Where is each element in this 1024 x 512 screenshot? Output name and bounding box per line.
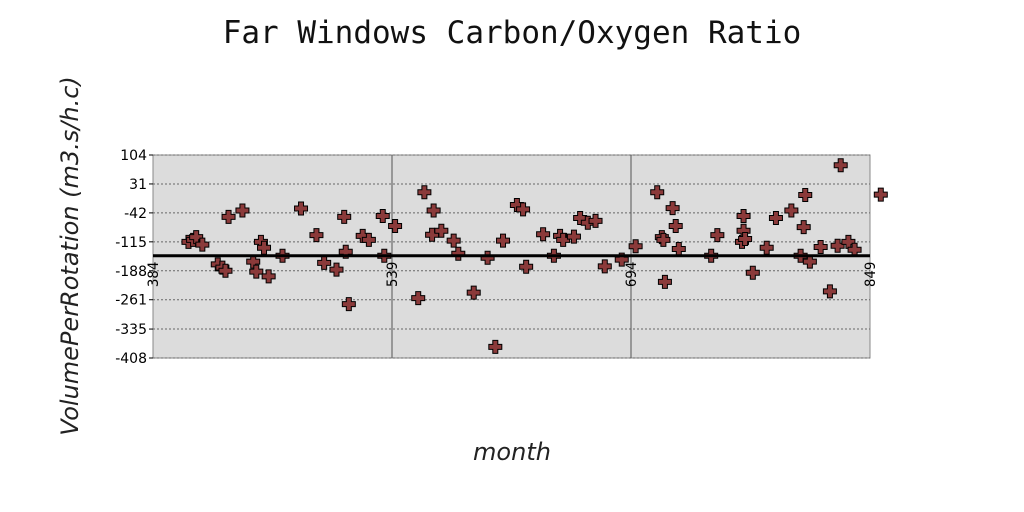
x-tick-label: 694 (624, 262, 640, 287)
chart-title: Far Windows Carbon/Oxygen Ratio (223, 15, 802, 51)
data-points (181, 158, 888, 354)
data-point (710, 228, 725, 243)
y-tick-label: 104 (120, 148, 147, 164)
x-tick-label: 849 (863, 262, 879, 287)
data-point (451, 246, 466, 261)
data-point (221, 209, 236, 224)
data-point (802, 254, 817, 269)
data-point (798, 188, 813, 203)
data-point (195, 237, 210, 252)
data-point (496, 233, 511, 248)
data-point (466, 285, 481, 300)
data-point (341, 297, 356, 312)
data-point (329, 262, 344, 277)
data-point (434, 223, 449, 238)
data-point (249, 264, 264, 279)
data-point (556, 232, 571, 247)
data-point (488, 339, 503, 354)
data-point (628, 239, 643, 254)
x-tick-label: 384 (146, 262, 162, 287)
data-point (261, 269, 276, 284)
data-point (822, 284, 837, 299)
y-tick-label: -42 (124, 206, 147, 222)
data-point (873, 187, 888, 202)
data-point (668, 218, 683, 233)
data-point (516, 202, 531, 217)
data-point (597, 259, 612, 274)
data-point (830, 238, 845, 253)
data-point (519, 259, 534, 274)
data-point (235, 203, 250, 218)
y-tick-label: -188 (115, 264, 147, 280)
data-point (784, 203, 799, 218)
data-point (813, 239, 828, 254)
data-point (411, 291, 426, 306)
data-point (375, 209, 390, 224)
x-axis-label: month (473, 438, 551, 466)
y-axis-label: VolumePerRotation (m3.s/h.c) (56, 76, 84, 436)
x-axis-ticks: 384 539 694 849 (146, 262, 879, 287)
data-point (218, 263, 233, 278)
y-axis-ticks: 104 31 -42 -115 -188 -261 -335 -408 (115, 148, 153, 367)
data-point (588, 213, 603, 228)
y-tick-label: -408 (115, 351, 147, 367)
data-point (768, 211, 783, 226)
y-tick-label: -261 (115, 293, 147, 309)
data-point (426, 203, 441, 218)
data-point (294, 201, 309, 216)
data-point (650, 185, 665, 200)
data-point (796, 220, 811, 235)
data-point (665, 201, 680, 216)
data-point (736, 209, 751, 224)
data-point (361, 232, 376, 247)
data-point (338, 244, 353, 259)
data-point (309, 228, 324, 243)
data-point (833, 158, 848, 173)
data-point (656, 232, 671, 247)
data-point (417, 185, 432, 200)
x-tick-label: 539 (385, 262, 401, 287)
data-point (536, 227, 551, 242)
data-point (738, 232, 753, 247)
data-point (566, 229, 581, 244)
y-tick-label: -115 (115, 235, 147, 251)
data-point (337, 209, 352, 224)
y-tick-label: -335 (115, 322, 147, 338)
data-point (745, 265, 760, 280)
y-tick-label: 31 (129, 177, 147, 193)
data-point (657, 274, 672, 289)
data-point (388, 218, 403, 233)
data-point (317, 255, 332, 270)
